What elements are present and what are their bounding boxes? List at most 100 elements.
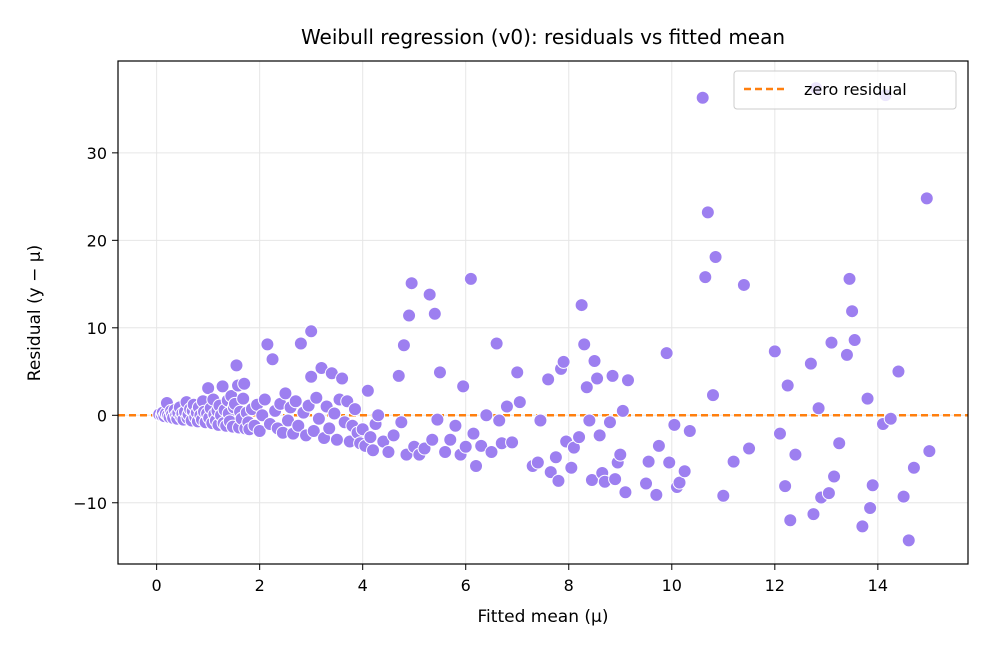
data-point (456, 379, 471, 394)
data-point (579, 380, 594, 395)
data-point (489, 336, 504, 351)
data-point (615, 403, 630, 418)
data-point (780, 378, 795, 393)
data-point (304, 369, 319, 384)
y-axis-ticks: −10 0 10 20 30 (73, 144, 118, 513)
data-point (605, 368, 620, 383)
y-tick-label: 0 (97, 406, 107, 425)
data-point (827, 469, 842, 484)
data-point (443, 432, 458, 447)
data-point (229, 358, 244, 373)
data-point (855, 519, 870, 534)
data-point (425, 432, 440, 447)
data-point (572, 430, 587, 445)
data-point (695, 90, 710, 105)
data-point (255, 408, 270, 423)
data-point (698, 270, 713, 285)
x-tick-label: 8 (564, 576, 574, 595)
x-tick-label: 0 (152, 576, 162, 595)
data-point (533, 413, 548, 428)
data-point (260, 337, 275, 352)
x-axis-ticks: 0 2 4 6 8 10 12 14 (152, 564, 888, 595)
data-point (265, 352, 280, 367)
legend: zero residual (733, 70, 957, 110)
y-axis-label: Residual (y − μ) (25, 245, 45, 381)
data-point (767, 344, 782, 359)
data-point (639, 476, 654, 491)
data-point (510, 365, 525, 380)
data-point (582, 413, 597, 428)
y-tick-label: 30 (87, 144, 107, 163)
data-point (919, 191, 934, 206)
data-point (236, 391, 251, 406)
legend-box (733, 70, 957, 110)
data-point (329, 432, 344, 447)
data-point (505, 435, 520, 450)
data-point (215, 379, 230, 394)
x-tick-label: 4 (358, 576, 368, 595)
data-point (438, 445, 453, 460)
data-point (708, 249, 723, 264)
data-point (347, 402, 362, 417)
data-point (742, 441, 757, 456)
data-point (252, 424, 267, 439)
data-point (839, 347, 854, 362)
data-point (466, 426, 481, 441)
data-point (541, 372, 556, 387)
data-point (574, 298, 589, 313)
data-point (901, 533, 916, 548)
data-point (896, 489, 911, 504)
data-point (327, 406, 342, 421)
data-point (672, 475, 687, 490)
x-axis-label: Fitted mean (μ) (478, 607, 609, 627)
data-point (863, 501, 878, 516)
data-point (396, 338, 411, 353)
data-point (641, 454, 656, 469)
data-point (363, 430, 378, 445)
data-point (891, 364, 906, 379)
data-point (783, 513, 798, 528)
data-point (311, 411, 326, 426)
data-point (716, 488, 731, 503)
data-point (618, 485, 633, 500)
data-point (677, 464, 692, 479)
data-point (736, 277, 751, 292)
data-point (237, 376, 252, 391)
data-point (860, 391, 875, 406)
data-point (322, 421, 337, 436)
data-point (512, 395, 527, 410)
data-point (842, 271, 857, 286)
data-point (492, 413, 507, 428)
data-point (484, 445, 499, 460)
data-point (371, 408, 386, 423)
data-point (306, 424, 321, 439)
data-point (700, 205, 715, 220)
data-point (394, 415, 409, 430)
data-point (621, 373, 635, 388)
data-point (304, 324, 319, 339)
data-point (474, 438, 489, 453)
data-point (430, 412, 445, 427)
data-point (649, 487, 664, 502)
x-tick-label: 2 (255, 576, 265, 595)
legend-label: zero residual (804, 80, 907, 99)
scatter-points (152, 81, 937, 548)
data-point (402, 308, 417, 323)
data-point (278, 386, 293, 401)
data-point (651, 438, 666, 453)
data-point (417, 441, 432, 456)
data-point (293, 336, 308, 351)
data-point (682, 424, 697, 439)
data-point (543, 465, 558, 480)
x-tick-label: 6 (461, 576, 471, 595)
data-point (427, 306, 442, 321)
data-point (592, 428, 607, 443)
data-point (667, 417, 682, 432)
data-point (772, 426, 787, 441)
data-point (788, 447, 803, 462)
data-point (906, 460, 921, 475)
data-point (662, 455, 677, 470)
data-point (832, 436, 847, 451)
data-point (577, 337, 592, 352)
